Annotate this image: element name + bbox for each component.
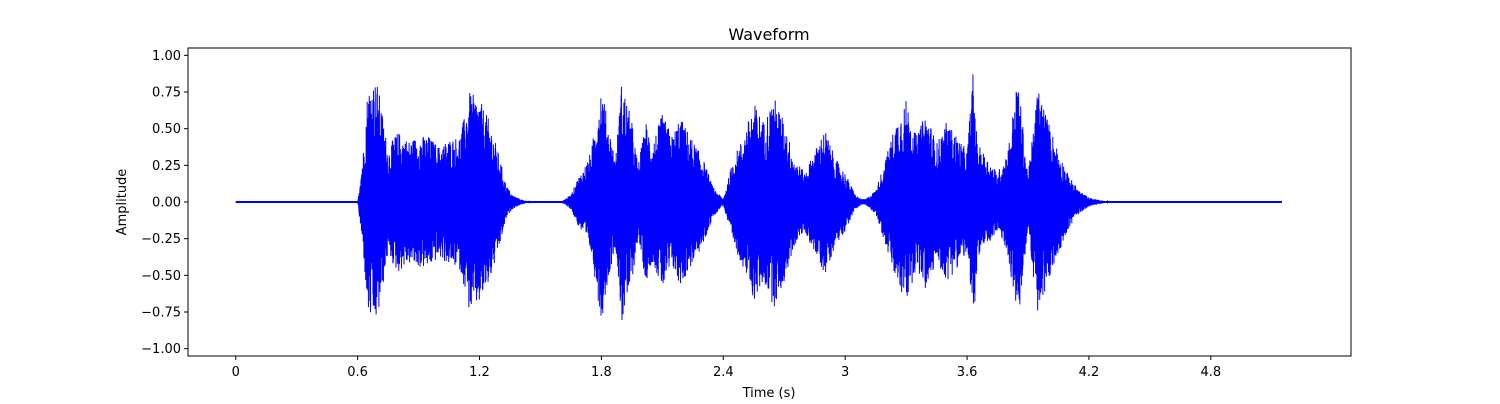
y-tick-label: 1.00: [152, 49, 181, 64]
x-tick-label: 1.2: [469, 365, 490, 380]
y-tick-label: 0.75: [152, 86, 181, 101]
x-tick-label: 4.2: [1079, 365, 1100, 380]
x-axis-label: Time (s): [742, 386, 796, 400]
x-tick-label: 3.6: [957, 365, 978, 380]
x-axis: 0 0.6 1.2 1.8 2.4 3 3.6 4.2 4.8: [232, 356, 1221, 380]
y-tick-label: −0.75: [141, 306, 181, 321]
y-tick-label: −0.50: [141, 269, 181, 284]
y-tick-label: 0.00: [152, 196, 181, 211]
chart-title: Waveform: [728, 25, 809, 44]
y-axis-label: Amplitude: [115, 169, 130, 236]
y-tick-label: 0.50: [152, 122, 181, 137]
x-tick-label: 1.8: [591, 365, 612, 380]
x-tick-label: 0.6: [347, 365, 368, 380]
y-tick-label: −1.00: [141, 342, 181, 357]
waveform-series: [235, 74, 1282, 321]
x-tick-label: 4.8: [1200, 365, 1221, 380]
y-tick-label: 0.25: [152, 159, 181, 174]
x-tick-label: 3: [841, 365, 849, 380]
x-tick-label: 0: [232, 365, 240, 380]
x-tick-label: 2.4: [713, 365, 734, 380]
y-axis: 1.00 0.75 0.50 0.25 0.00 −0.25 −0.50 −0.75 −1.00: [141, 49, 188, 357]
y-tick-label: −0.25: [141, 232, 181, 247]
